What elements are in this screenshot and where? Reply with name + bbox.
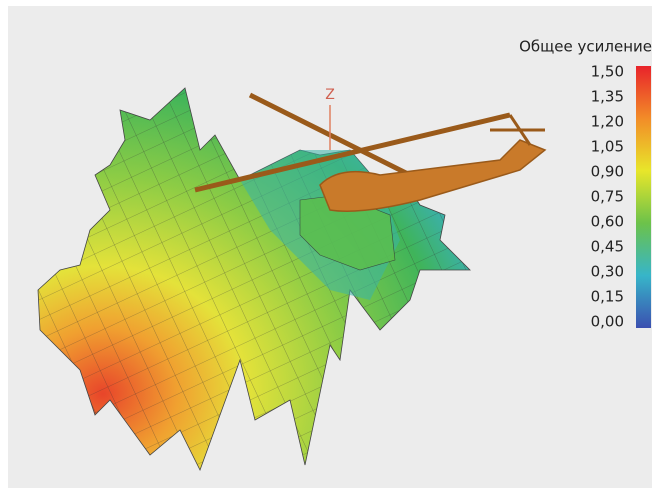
legend-label: 0,30 — [591, 263, 624, 281]
color-legend: Общее усиление 1,50 1,35 1,20 1,05 0,90 0,75 0… — [519, 38, 652, 331]
legend-label: 0,90 — [591, 163, 624, 181]
legend-title: Общее усиление — [519, 38, 652, 56]
legend-label: 0,00 — [591, 313, 624, 331]
color-bar — [636, 66, 651, 328]
helicopter — [194, 92, 547, 212]
legend-label: 0,45 — [591, 238, 624, 256]
legend-label: 0,75 — [591, 188, 624, 206]
legend-label: 1,35 — [591, 88, 624, 106]
legend-label: 0,60 — [591, 213, 624, 231]
axis-label: Z — [325, 87, 335, 103]
legend-label: 1,05 — [591, 138, 624, 156]
legend-label: 0,15 — [591, 288, 624, 306]
legend-label: 1,20 — [591, 113, 624, 131]
legend-label: 1,50 — [591, 63, 624, 81]
